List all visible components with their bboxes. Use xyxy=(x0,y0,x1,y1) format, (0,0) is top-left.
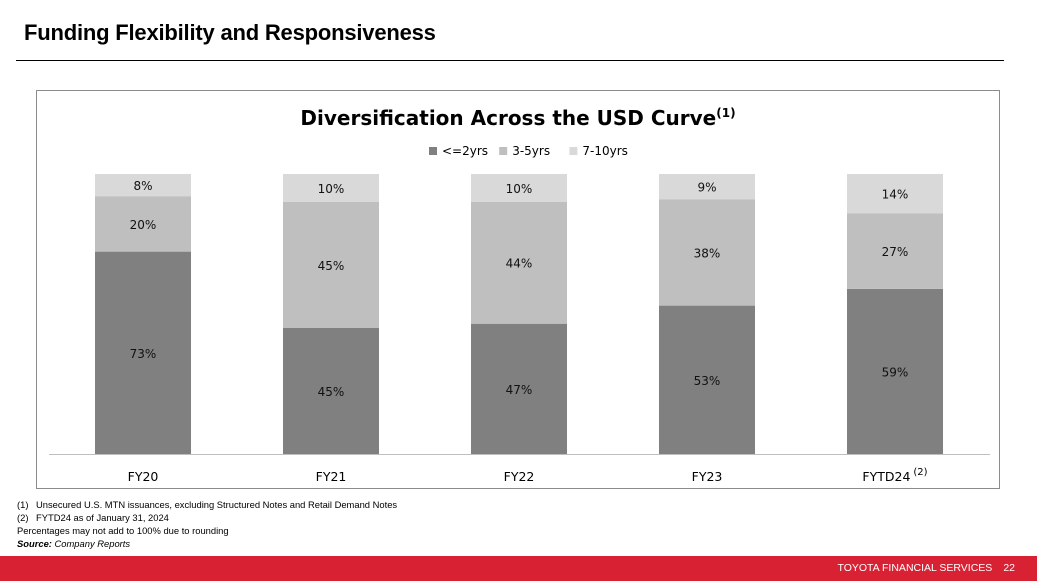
data-label: 45% xyxy=(318,259,345,273)
data-label: 47% xyxy=(506,383,533,397)
footnote-text: Unsecured U.S. MTN issuances, excluding … xyxy=(36,499,398,510)
bar-segment-3-5yrs xyxy=(847,213,943,289)
legend-swatch xyxy=(499,147,508,155)
rounding-note: Percentages may not add to 100% due to r… xyxy=(17,525,229,536)
data-label: 38% xyxy=(694,246,721,260)
x-tick-text: FY23 xyxy=(692,469,723,484)
footer-company: TOYOTA FINANCIAL SERVICES xyxy=(837,562,993,574)
bar-segment-2yrs xyxy=(283,328,379,454)
x-tick-text: FY21 xyxy=(316,469,347,484)
footnote-number: (1) xyxy=(17,499,29,510)
bar-segment-3-5yrs xyxy=(95,196,191,252)
legend-item: 3-5yrs xyxy=(499,144,550,158)
legend-swatch xyxy=(569,147,578,155)
data-label: 9% xyxy=(697,181,716,195)
data-label: 10% xyxy=(506,182,533,196)
bar-segment-3-5yrs xyxy=(659,199,755,306)
x-tick-label: FYTD24 (2) xyxy=(862,467,927,484)
bar-segment-2yrs xyxy=(95,251,191,454)
stacked-bar-chart: Diversification Across the USD Curve(1) … xyxy=(49,106,990,484)
data-label: 27% xyxy=(882,245,909,259)
footer-text: TOYOTA FINANCIAL SERVICES 22 xyxy=(837,562,1015,574)
legend-item: <=2yrs xyxy=(429,144,488,158)
x-tick-label: FY23 xyxy=(692,469,723,484)
legend-label: <=2yrs xyxy=(442,144,488,158)
data-label: 14% xyxy=(882,188,909,202)
footnote-2: (2) FYTD24 as of January 31, 2024 xyxy=(17,511,397,524)
footnotes: (1) Unsecured U.S. MTN issuances, excludi… xyxy=(17,498,397,550)
footnote-1: (1) Unsecured U.S. MTN issuances, excludi… xyxy=(17,498,397,511)
data-label: 8% xyxy=(133,179,152,193)
bar-segment-2yrs xyxy=(659,305,755,454)
bar-stack-fy20: 73% 20% 8% xyxy=(95,174,191,454)
source-label: Source: xyxy=(17,538,52,549)
data-label: 59% xyxy=(882,365,909,379)
bar-stack-fy22: 47% 44% 10% xyxy=(471,174,567,454)
source-line: Source: Company Reports xyxy=(17,537,397,550)
bar-segment-3-5yrs xyxy=(471,201,567,324)
bar-segment-7-10yrs xyxy=(847,174,943,214)
bar-segment-2yrs xyxy=(471,323,567,454)
x-tick-label: FY22 xyxy=(504,469,535,484)
data-label: 45% xyxy=(318,385,345,399)
bar-stack-fy21: 45% 45% 10% xyxy=(283,174,379,454)
bar-segment-3-5yrs xyxy=(283,202,379,328)
legend-swatch xyxy=(429,147,437,155)
bar-segment-7-10yrs xyxy=(471,174,567,202)
legend: <=2yrs 3-5yrs 7-10yrs xyxy=(429,144,628,158)
bars-group: 73% 20% 8% 45% 45% 10% 47% 44% 10% 53% 38% 9% 59% 27%… xyxy=(95,174,943,454)
title-divider xyxy=(16,60,1004,61)
x-tick-superscript: (2) xyxy=(913,467,927,478)
source-text: Company Reports xyxy=(54,538,131,549)
data-label: 10% xyxy=(318,182,345,196)
chart-title: Diversification Across the USD Curve(1) xyxy=(300,106,735,130)
legend-label: 3-5yrs xyxy=(512,144,550,158)
bar-segment-7-10yrs xyxy=(283,174,379,202)
footnote-number: (2) xyxy=(17,512,29,523)
x-tick-label: FY21 xyxy=(316,469,347,484)
chart-title-text: Diversification Across the USD Curve xyxy=(300,106,716,130)
bar-segment-2yrs xyxy=(847,288,943,454)
page-number: 22 xyxy=(1003,562,1015,574)
bar-stack-fytd24: 59% 27% 14% xyxy=(847,174,943,454)
x-axis-labels: FY20 FY21 FY22 FY23 FYTD24 (2) xyxy=(128,467,928,484)
footer-bar: TOYOTA FINANCIAL SERVICES 22 xyxy=(0,556,1037,581)
page-title: Funding Flexibility and Responsiveness xyxy=(24,20,436,45)
legend-label: 7-10yrs xyxy=(582,144,628,158)
bar-segment-7-10yrs xyxy=(659,174,755,200)
data-label: 20% xyxy=(130,218,157,232)
x-tick-text: FY22 xyxy=(504,469,535,484)
footnote-text: FYTD24 as of January 31, 2024 xyxy=(36,512,169,523)
data-label: 73% xyxy=(130,347,157,361)
x-tick-label: FY20 xyxy=(128,469,159,484)
x-tick-text: FYTD24 xyxy=(862,469,910,484)
chart-title-superscript: (1) xyxy=(716,106,735,120)
bar-segment-7-10yrs xyxy=(95,174,191,197)
bar-stack-fy23: 53% 38% 9% xyxy=(659,174,755,454)
x-tick-text: FY20 xyxy=(128,469,159,484)
data-label: 44% xyxy=(506,257,533,271)
legend-item: 7-10yrs xyxy=(569,144,628,158)
data-label: 53% xyxy=(694,374,721,388)
chart-container: Diversification Across the USD Curve(1) … xyxy=(36,90,1000,489)
